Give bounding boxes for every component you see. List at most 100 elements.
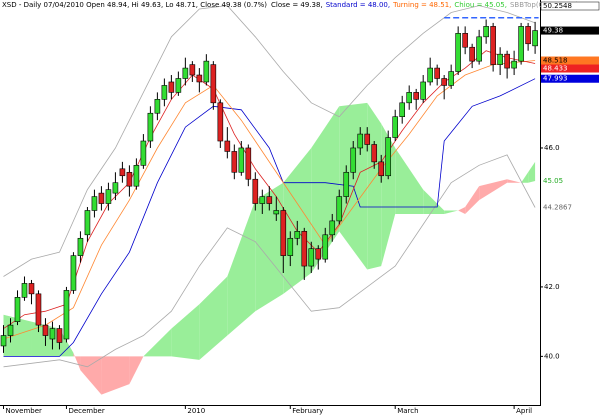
- candle-body: [434, 67, 440, 79]
- x-tick-label: December: [68, 407, 104, 415]
- candle-body: [532, 30, 538, 47]
- candle-body: [217, 102, 224, 142]
- candle-body: [427, 67, 433, 83]
- cloud-segment: [521, 172, 529, 183]
- candle-body: [399, 102, 406, 118]
- candle-body: [287, 237, 294, 256]
- candle-body: [182, 67, 189, 79]
- candle-body: [189, 64, 196, 76]
- candle-body: [210, 64, 217, 104]
- candle-body: [154, 99, 161, 114]
- candle-body: [42, 324, 49, 336]
- cloud-segment: [367, 102, 382, 270]
- candle-body: [280, 210, 287, 256]
- cloud-segment: [101, 356, 130, 395]
- candle-body: [378, 161, 385, 177]
- x-tick-label: February: [292, 407, 323, 415]
- candle-body: [140, 140, 147, 166]
- candle-body: [336, 196, 343, 222]
- price-label-box: [541, 26, 599, 35]
- cloud-segment: [465, 186, 480, 214]
- cloud-segment: [129, 356, 144, 385]
- candle-body: [455, 33, 461, 72]
- y-tick-label: 40.0: [544, 352, 560, 360]
- candle-body: [294, 231, 301, 239]
- candle-body: [322, 234, 329, 260]
- cloud-segment: [59, 328, 74, 357]
- cloud-segment: [458, 207, 466, 214]
- candle-body: [35, 293, 42, 326]
- candle-body: [14, 297, 21, 322]
- x-tick-label: 2010: [187, 407, 205, 415]
- candle-body: [462, 33, 468, 48]
- candle-body: [329, 220, 336, 236]
- cloud-segment: [80, 356, 102, 395]
- candle-body: [175, 78, 182, 93]
- candle-body: [343, 171, 350, 197]
- cloud-segment: [528, 161, 536, 183]
- candle-body: [350, 147, 357, 173]
- candle-body: [49, 328, 56, 340]
- indicator-line: [3, 50, 536, 329]
- x-tick-label: April: [516, 407, 532, 415]
- candle-body: [385, 137, 392, 177]
- candle-body: [315, 248, 322, 260]
- candle-body: [126, 171, 133, 187]
- price-label: 44.2867: [543, 203, 572, 211]
- candle-body: [392, 116, 399, 138]
- candle-body: [301, 231, 308, 267]
- x-tick-label: March: [397, 407, 418, 415]
- price-label: 47.993: [543, 75, 568, 83]
- candle-body: [119, 168, 126, 177]
- cloud-segment: [143, 328, 172, 357]
- candle-body: [511, 60, 517, 69]
- price-label-box: [541, 64, 599, 73]
- price-label-box: [541, 176, 599, 185]
- candle-body: [441, 78, 447, 86]
- price-label-box: [541, 74, 599, 83]
- candle-body: [98, 192, 105, 204]
- indicator-line: [3, 78, 536, 357]
- candle-body: [84, 210, 91, 236]
- candle-body: [224, 140, 231, 152]
- candle-body: [483, 26, 489, 38]
- candle-body: [469, 46, 475, 62]
- price-label: 50.2548: [543, 2, 572, 10]
- header-part: Standard = 48.00,: [326, 1, 390, 9]
- candle-body: [490, 26, 496, 65]
- header: XSD - Daily 07/04/2010 Open 48.94, Hi 49…: [2, 1, 600, 9]
- y-tick-label: 42.0: [544, 283, 560, 291]
- cloud-segment: [423, 189, 445, 214]
- candle-body: [308, 248, 315, 267]
- candle-body: [448, 71, 454, 86]
- candle-body: [525, 26, 531, 45]
- indicator-line: [3, 154, 536, 368]
- candle-body: [70, 255, 77, 291]
- cloud-segment: [507, 179, 522, 183]
- candle-body: [77, 237, 84, 256]
- candle-body: [21, 283, 28, 298]
- price-label: 45.05: [543, 177, 563, 185]
- candle-body: [7, 324, 14, 336]
- cloud-segment: [479, 179, 508, 201]
- x-tick-label: November: [5, 407, 42, 415]
- candle-body: [161, 85, 168, 100]
- price-label: 48.518: [543, 57, 568, 65]
- candle-body: [168, 81, 175, 93]
- candle-body: [266, 196, 273, 204]
- candle-body: [371, 144, 378, 163]
- candle-body: [420, 81, 426, 100]
- header-part: Close = 49.38,: [271, 1, 323, 9]
- candle-body: [112, 182, 119, 194]
- candle-body: [203, 60, 210, 83]
- cloud-segment: [199, 276, 228, 360]
- header-part: XSD - Daily 07/04/2010 Open 48.94, Hi 49…: [2, 1, 267, 9]
- candle-body: [413, 92, 419, 100]
- candle-body: [238, 147, 245, 173]
- candle-body: [518, 26, 524, 62]
- price-label-box: [540, 1, 600, 11]
- candle-body: [245, 147, 252, 180]
- cloud-segment: [73, 352, 81, 371]
- cloud-segment: [395, 147, 424, 214]
